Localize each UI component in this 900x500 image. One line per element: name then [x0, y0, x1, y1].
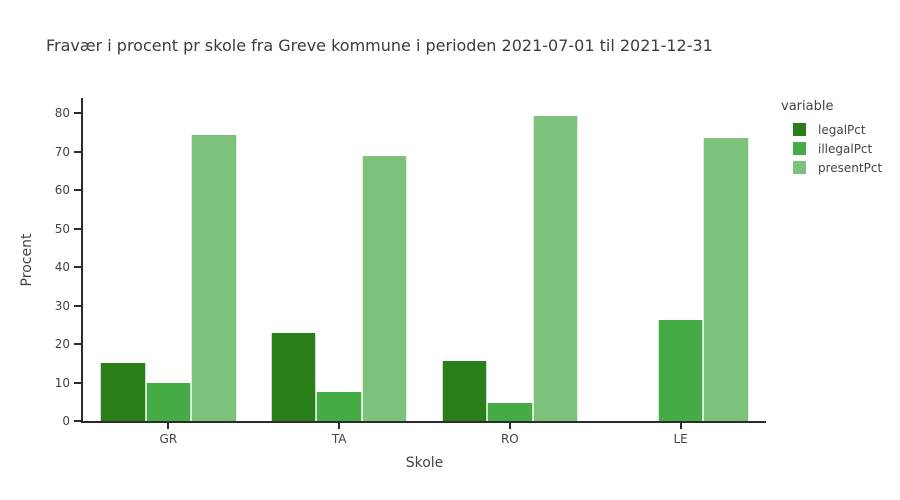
x-tick-label-GR: GR [159, 432, 178, 446]
legend-swatch-icon [793, 123, 806, 136]
y-tick-mark [74, 112, 81, 115]
legend-swatch-icon [793, 142, 806, 155]
y-tick-label-0: 0 [62, 414, 70, 428]
legend: variable legalPct illegalPct presentPct [781, 99, 882, 177]
legend-label: legalPct [818, 122, 866, 137]
y-tick-label-80: 80 [54, 106, 70, 121]
x-tick-mark [338, 423, 341, 429]
bar-legalPct-GR[interactable] [100, 363, 146, 421]
y-tick-label-20: 20 [54, 337, 70, 352]
bar-presentPct-TA[interactable] [361, 156, 408, 421]
y-tick-mark [74, 381, 81, 384]
y-tick-mark [74, 343, 81, 346]
x-tick-mark [508, 423, 511, 429]
legend-label: presentPct [818, 160, 883, 175]
y-tick-mark [74, 150, 81, 153]
x-tick-label-RO: RO [500, 432, 519, 446]
legend-item-legalPct[interactable]: legalPct [781, 120, 882, 139]
y-tick-mark [74, 227, 81, 230]
y-tick-label-30: 30 [54, 298, 70, 313]
plot-area: 0 10 20 30 40 50 60 70 80 GR TA RO LE Procent Skole [19, 98, 766, 471]
x-tick-label-LE: LE [673, 432, 688, 446]
legend-items: legalPct illegalPct presentPct [781, 120, 882, 177]
x-tick-mark [679, 423, 682, 429]
x-axis-title: Skole [405, 455, 444, 471]
legend-item-illegalPct[interactable]: illegalPct [781, 139, 882, 158]
bar-illegalPct-TA[interactable] [316, 392, 362, 421]
y-tick-label-50: 50 [54, 221, 70, 236]
legend-item-presentPct[interactable]: presentPct [781, 158, 882, 177]
y-tick-label-60: 60 [54, 183, 70, 198]
y-tick-mark [74, 266, 81, 269]
legend-swatch-icon [793, 161, 806, 174]
bar-presentPct-LE[interactable] [703, 138, 749, 421]
y-tick-label-10: 10 [54, 375, 70, 390]
y-axis-title: Procent [19, 233, 35, 286]
y-tick-mark [74, 304, 81, 307]
bar-illegalPct-LE[interactable] [657, 320, 704, 421]
bar-presentPct-GR[interactable] [191, 134, 237, 421]
y-tick-label-40: 40 [54, 260, 70, 275]
bar-legalPct-RO[interactable] [441, 361, 488, 421]
bar-legalPct-TA[interactable] [270, 332, 317, 421]
legend-label: illegalPct [818, 141, 873, 156]
bar-illegalPct-RO[interactable] [487, 402, 533, 421]
x-tick-label-TA: TA [331, 432, 347, 446]
bar-illegalPct-GR[interactable] [145, 382, 192, 421]
legend-title: variable [781, 99, 834, 114]
y-tick-mark [74, 189, 81, 192]
chart-title: Fravær i procent pr skole fra Greve komm… [46, 36, 713, 55]
y-tick-label-70: 70 [54, 144, 70, 159]
x-tick-mark [167, 423, 170, 429]
y-tick-mark [74, 420, 81, 422]
bar-presentPct-RO[interactable] [532, 115, 579, 421]
